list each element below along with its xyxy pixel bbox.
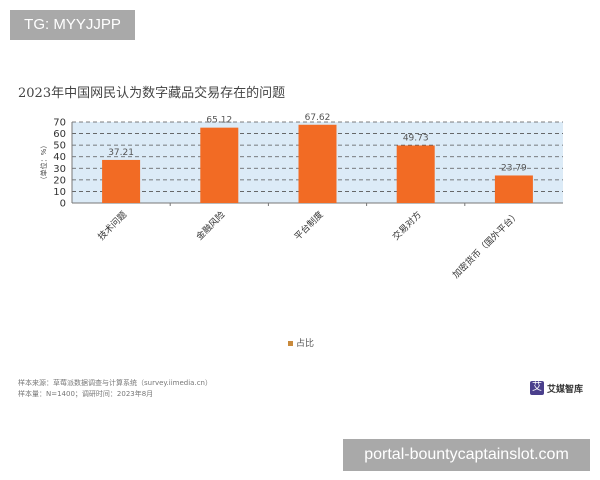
y-tick-label: 10 [53, 187, 66, 198]
bar [298, 124, 337, 203]
y-tick-label: 60 [53, 129, 66, 140]
data-label: 23.79 [501, 163, 527, 173]
sample-note: 样本量：N=1400；调研时间：2023年8月 [18, 390, 154, 398]
y-axis-label: （单位：%） [39, 142, 48, 184]
y-tick-label: 50 [53, 141, 66, 152]
bar [396, 145, 435, 203]
bar [494, 175, 533, 203]
x-tick-label: 技术问题 [95, 209, 129, 243]
legend-label: 占比 [296, 339, 315, 349]
bar [102, 159, 141, 203]
legend: 占比 [288, 336, 314, 349]
data-label: 67.62 [305, 113, 331, 123]
data-label: 65.12 [206, 116, 232, 126]
logo-text: 艾媒智库 [547, 384, 584, 395]
data-label: 37.21 [108, 148, 134, 158]
logo-icon: 艾 [530, 381, 544, 395]
legend-swatch [288, 341, 293, 346]
x-tick-label: 加密货币（国外平台） [450, 209, 522, 281]
logo: 艾艾媒智库 [530, 381, 583, 395]
data-label: 49.73 [403, 133, 429, 143]
watermark-bottom: portal-bountycaptainslot.com [343, 439, 590, 471]
x-tick-label: 平台制度 [292, 209, 326, 243]
y-tick-label: 20 [53, 175, 66, 186]
bar [200, 127, 239, 203]
y-tick-label: 0 [60, 199, 66, 210]
y-tick-label: 40 [53, 152, 66, 163]
source-note: 样本来源：草莓派数据调查与计算系统（survey.iimedia.cn） [18, 379, 212, 387]
x-tick-label: 金融风险 [193, 209, 227, 243]
x-tick-label: 交易对方 [390, 209, 424, 243]
y-tick-label: 30 [53, 164, 66, 175]
y-tick-label: 70 [53, 118, 66, 129]
watermark-top: TG: MYYJJPP [10, 10, 135, 40]
chart-title: 2023年中国网民认为数字藏品交易存在的问题 [18, 86, 286, 101]
